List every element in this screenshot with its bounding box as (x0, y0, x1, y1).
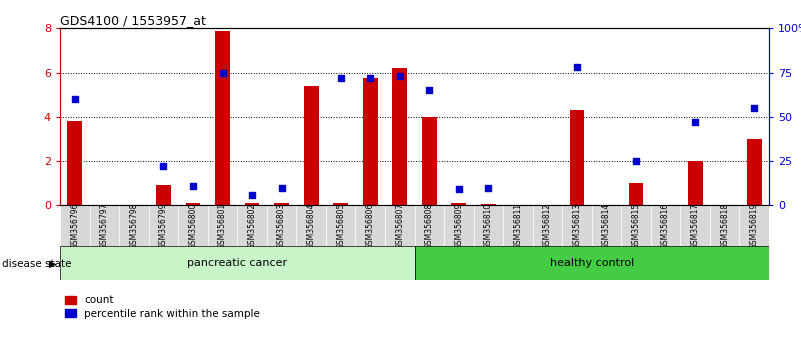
Text: GSM356810: GSM356810 (484, 202, 493, 249)
Bar (444, 205, 473, 246)
Bar (629, 183, 643, 205)
Bar (452, 203, 466, 205)
Point (748, 105, 761, 111)
Bar (622, 205, 650, 246)
Bar (503, 205, 533, 246)
Text: GSM356816: GSM356816 (661, 202, 670, 249)
Point (157, 164, 170, 169)
Bar (363, 78, 377, 205)
Bar (326, 205, 356, 246)
Text: GSM356811: GSM356811 (513, 202, 522, 249)
Point (630, 158, 642, 164)
Text: GDS4100 / 1553957_at: GDS4100 / 1553957_at (60, 14, 206, 27)
Bar (385, 205, 415, 246)
Bar (415, 205, 444, 246)
Point (453, 187, 465, 192)
Bar (688, 161, 702, 205)
Bar (215, 30, 230, 205)
Text: GSM356797: GSM356797 (100, 202, 109, 249)
Text: GSM356796: GSM356796 (70, 202, 79, 249)
Text: healthy control: healthy control (549, 258, 634, 268)
Text: GSM356806: GSM356806 (366, 202, 375, 249)
Text: GSM356798: GSM356798 (130, 202, 139, 249)
Point (364, 75, 376, 81)
Point (482, 185, 495, 190)
Bar (747, 139, 762, 205)
Bar (237, 205, 267, 246)
Legend: count, percentile rank within the sample: count, percentile rank within the sample (66, 296, 260, 319)
Point (570, 64, 583, 70)
Text: GSM356813: GSM356813 (573, 202, 582, 249)
Bar (207, 205, 237, 246)
Text: GSM356818: GSM356818 (720, 202, 729, 249)
Bar (60, 246, 415, 280)
Text: GSM356814: GSM356814 (602, 202, 611, 249)
Text: GSM356812: GSM356812 (543, 202, 552, 249)
Bar (481, 204, 496, 205)
Text: ▶: ▶ (49, 259, 56, 269)
Bar (119, 205, 149, 246)
Bar (244, 203, 260, 205)
Bar (415, 246, 769, 280)
Bar (186, 203, 200, 205)
Point (689, 119, 702, 125)
Bar (422, 117, 437, 205)
Bar (592, 205, 622, 246)
Point (216, 70, 229, 75)
Bar (90, 205, 119, 246)
Bar (533, 205, 562, 246)
Bar (356, 205, 385, 246)
Text: GSM356807: GSM356807 (395, 202, 405, 249)
Text: GSM356802: GSM356802 (248, 202, 256, 249)
Text: GSM356808: GSM356808 (425, 202, 434, 249)
Point (276, 185, 288, 190)
Text: GSM356800: GSM356800 (188, 202, 198, 249)
Bar (710, 205, 739, 246)
Bar (267, 205, 296, 246)
Bar (149, 205, 178, 246)
Point (393, 73, 406, 79)
Bar (333, 203, 348, 205)
Bar (296, 205, 326, 246)
Text: GSM356803: GSM356803 (277, 202, 286, 249)
Point (423, 87, 436, 93)
Point (334, 75, 347, 81)
Text: GSM356805: GSM356805 (336, 202, 345, 249)
Bar (67, 121, 83, 205)
Bar (680, 205, 710, 246)
Text: GSM356815: GSM356815 (631, 202, 641, 249)
Bar (739, 205, 769, 246)
Bar (650, 205, 680, 246)
Text: GSM356804: GSM356804 (307, 202, 316, 249)
Bar (274, 203, 289, 205)
Text: pancreatic cancer: pancreatic cancer (187, 258, 288, 268)
Bar (562, 205, 592, 246)
Bar (392, 68, 407, 205)
Bar (473, 205, 503, 246)
Bar (178, 205, 207, 246)
Point (246, 192, 259, 198)
Bar (60, 205, 90, 246)
Point (187, 183, 199, 189)
Text: GSM356817: GSM356817 (690, 202, 699, 249)
Bar (570, 110, 585, 205)
Text: GSM356809: GSM356809 (454, 202, 463, 249)
Bar (156, 185, 171, 205)
Text: GSM356819: GSM356819 (750, 202, 759, 249)
Text: disease state: disease state (2, 259, 71, 269)
Text: GSM356799: GSM356799 (159, 202, 168, 249)
Bar (304, 86, 319, 205)
Text: GSM356801: GSM356801 (218, 202, 227, 249)
Point (68, 96, 81, 102)
